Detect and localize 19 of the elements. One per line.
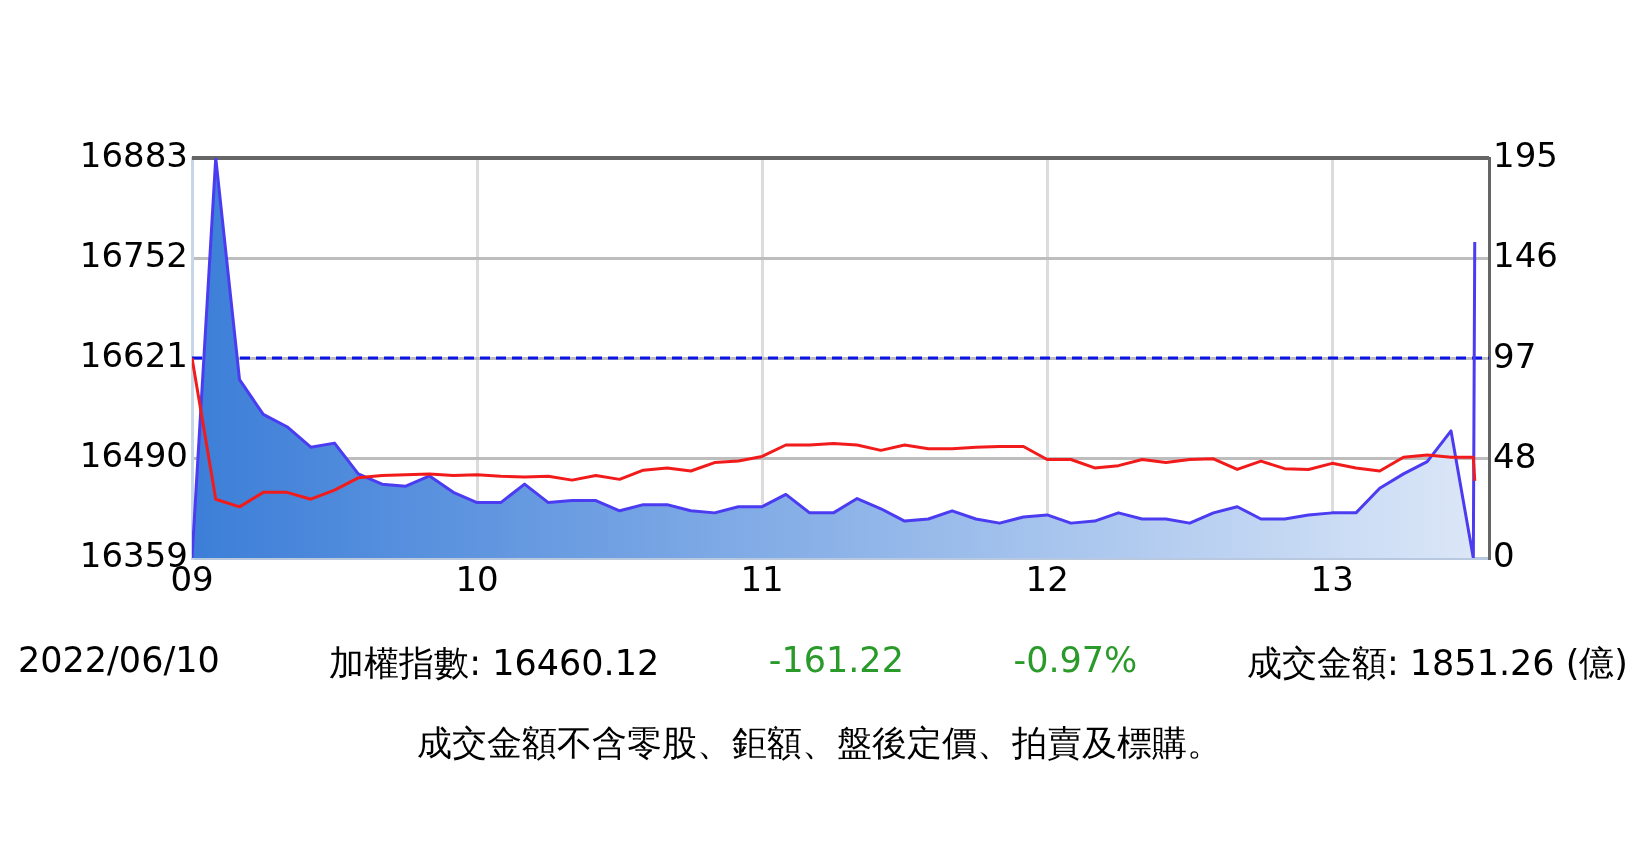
y2-tick-label: 146 bbox=[1493, 235, 1558, 276]
y2-tick-label: 0 bbox=[1493, 534, 1515, 575]
text: -0.97% bbox=[1013, 640, 1138, 682]
text: 成交金額不含零股、鉅額、盤後定價、拍賣及標購。 bbox=[416, 723, 1222, 763]
x-tick-label: 10 bbox=[455, 559, 499, 600]
y-tick-label: 16883 bbox=[79, 134, 188, 175]
text: 加權指數: 16460.12 bbox=[329, 642, 660, 685]
y2-tick-label: 48 bbox=[1493, 436, 1537, 477]
y-tick-label: 16621 bbox=[79, 334, 188, 375]
x-tick-label: 13 bbox=[1310, 559, 1354, 600]
y2-tick-label: 195 bbox=[1493, 134, 1558, 175]
y-tick-label: 16490 bbox=[79, 434, 188, 475]
x-tick-label: 12 bbox=[1025, 559, 1069, 600]
x-tick-label: 11 bbox=[740, 559, 784, 600]
text: 成交金額: 1851.26 (億) bbox=[1246, 642, 1628, 685]
text: 2022/06/10 bbox=[18, 640, 220, 682]
y2-tick-label: 97 bbox=[1493, 335, 1537, 376]
text: -161.22 bbox=[768, 640, 904, 682]
y-tick-label: 16752 bbox=[79, 234, 188, 275]
